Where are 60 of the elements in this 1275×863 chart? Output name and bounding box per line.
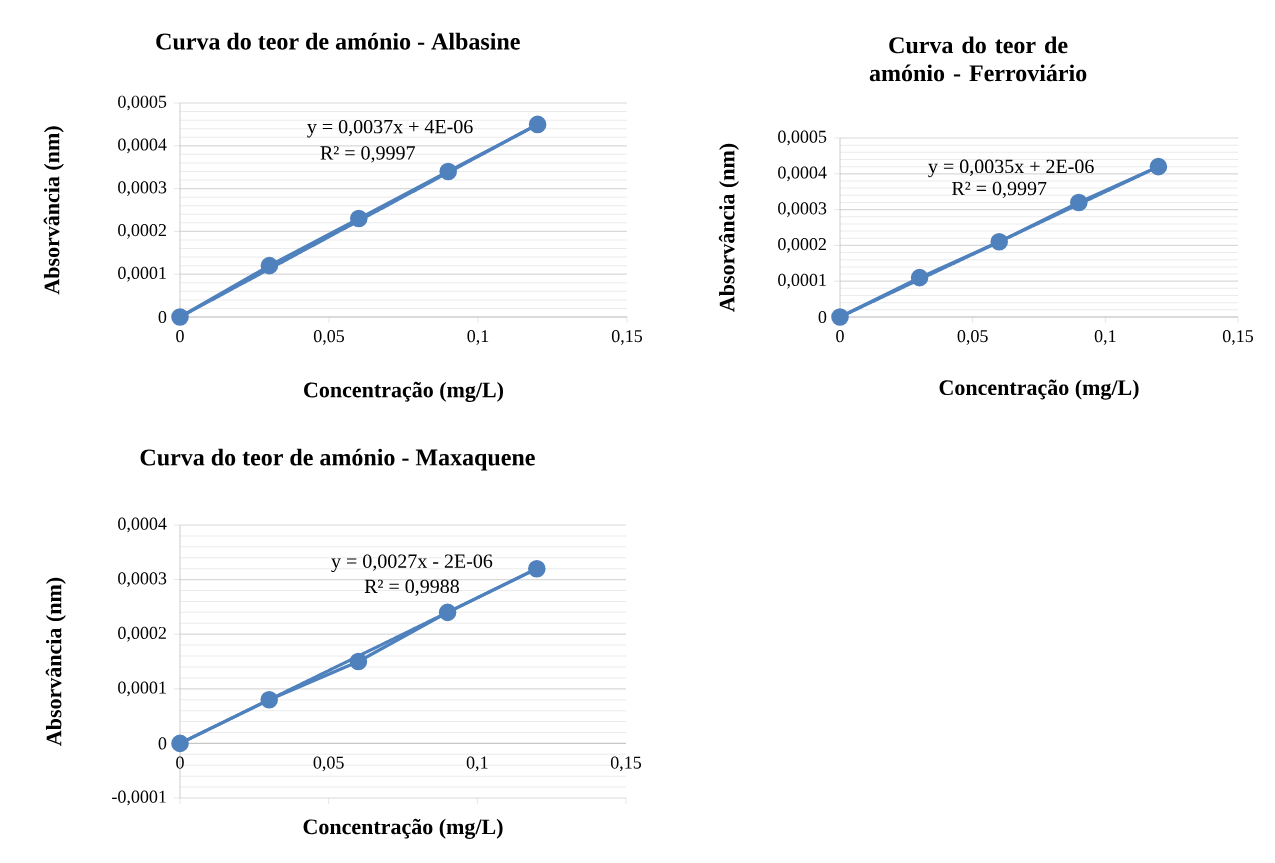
- annotation: y = 0,0037x + 4E-06: [307, 119, 473, 138]
- y-tick-label: 0,0005: [118, 95, 167, 111]
- point: [438, 603, 457, 622]
- point: [910, 268, 929, 287]
- annotation: R² = 0,9997: [320, 146, 415, 163]
- x-tick-label: 0,05: [313, 330, 345, 345]
- x-tick-label: 0,15: [610, 756, 642, 772]
- y-tick-label: 0,0004: [118, 138, 167, 154]
- x-tick-label: 0,15: [611, 330, 643, 345]
- chart-title: Curva do teor de amónio - Maxaquene: [140, 448, 535, 471]
- y-tick-label: 0,0004: [778, 166, 827, 182]
- y-axis-title: Absorvância (nm): [718, 143, 740, 312]
- point: [260, 690, 278, 709]
- annotation: y = 0,0027x - 2E-06: [331, 554, 493, 573]
- point: [990, 233, 1008, 251]
- chart-title: Curva do teor de amónio - Albasine: [156, 32, 520, 50]
- x-tick-label: 0,05: [957, 330, 988, 345]
- point: [350, 209, 368, 228]
- x-tick-label: 0,15: [1222, 330, 1254, 345]
- point: [439, 162, 457, 181]
- y-tick-label: 0,0002: [778, 238, 826, 253]
- x-tick-label: 0,1: [1094, 330, 1116, 345]
- y-tick-label: 0: [818, 310, 827, 324]
- point: [528, 559, 546, 578]
- y-tick-label: 0,0002: [118, 626, 166, 642]
- x-axis-title: Concentração (mg/L): [303, 818, 503, 839]
- point: [171, 734, 189, 753]
- y-tick-label: 0: [158, 737, 167, 750]
- y-tick-label: -0,0001: [112, 790, 166, 806]
- y-axis-title: Absorvância (nm): [43, 126, 64, 295]
- point: [260, 256, 279, 275]
- x-tick-label: 0: [176, 756, 184, 769]
- chart-title: Curva do teor de amónio - Ferroviário: [869, 36, 1087, 82]
- y-tick-label: 0,0001: [118, 266, 166, 282]
- y-tick-label: 0,0004: [118, 517, 167, 533]
- x-tick-label: 0,1: [467, 330, 489, 345]
- point: [171, 308, 189, 326]
- y-tick-label: 0,0001: [118, 681, 166, 697]
- y-tick-label: 0,0003: [778, 202, 827, 217]
- y-tick-label: 0,0003: [118, 572, 167, 587]
- point: [528, 115, 547, 134]
- point: [1070, 193, 1088, 212]
- x-tick-label: 0: [836, 330, 844, 343]
- point: [831, 308, 849, 326]
- y-tick-label: 0,0005: [778, 130, 827, 146]
- point: [1149, 157, 1168, 176]
- x-tick-label: 0,05: [313, 756, 344, 772]
- y-tick-label: 0,0003: [118, 181, 167, 196]
- point: [349, 652, 368, 671]
- x-axis-title: Concentração (mg/L): [304, 381, 504, 403]
- y-tick-label: 0,0001: [778, 273, 826, 289]
- x-tick-label: 0: [176, 330, 184, 343]
- annotation: y = 0,0035x + 2E-06: [928, 159, 1094, 178]
- annotation: R² = 0,9997: [951, 181, 1047, 199]
- y-tick-label: 0: [158, 310, 167, 324]
- x-tick-label: 0,1: [466, 756, 488, 772]
- y-tick-label: 0,0002: [118, 224, 166, 239]
- y-axis-title: Absorvância (nm): [45, 577, 66, 746]
- annotation: R² = 0,9988: [364, 579, 459, 596]
- x-axis-title: Concentração (mg/L): [939, 379, 1139, 400]
